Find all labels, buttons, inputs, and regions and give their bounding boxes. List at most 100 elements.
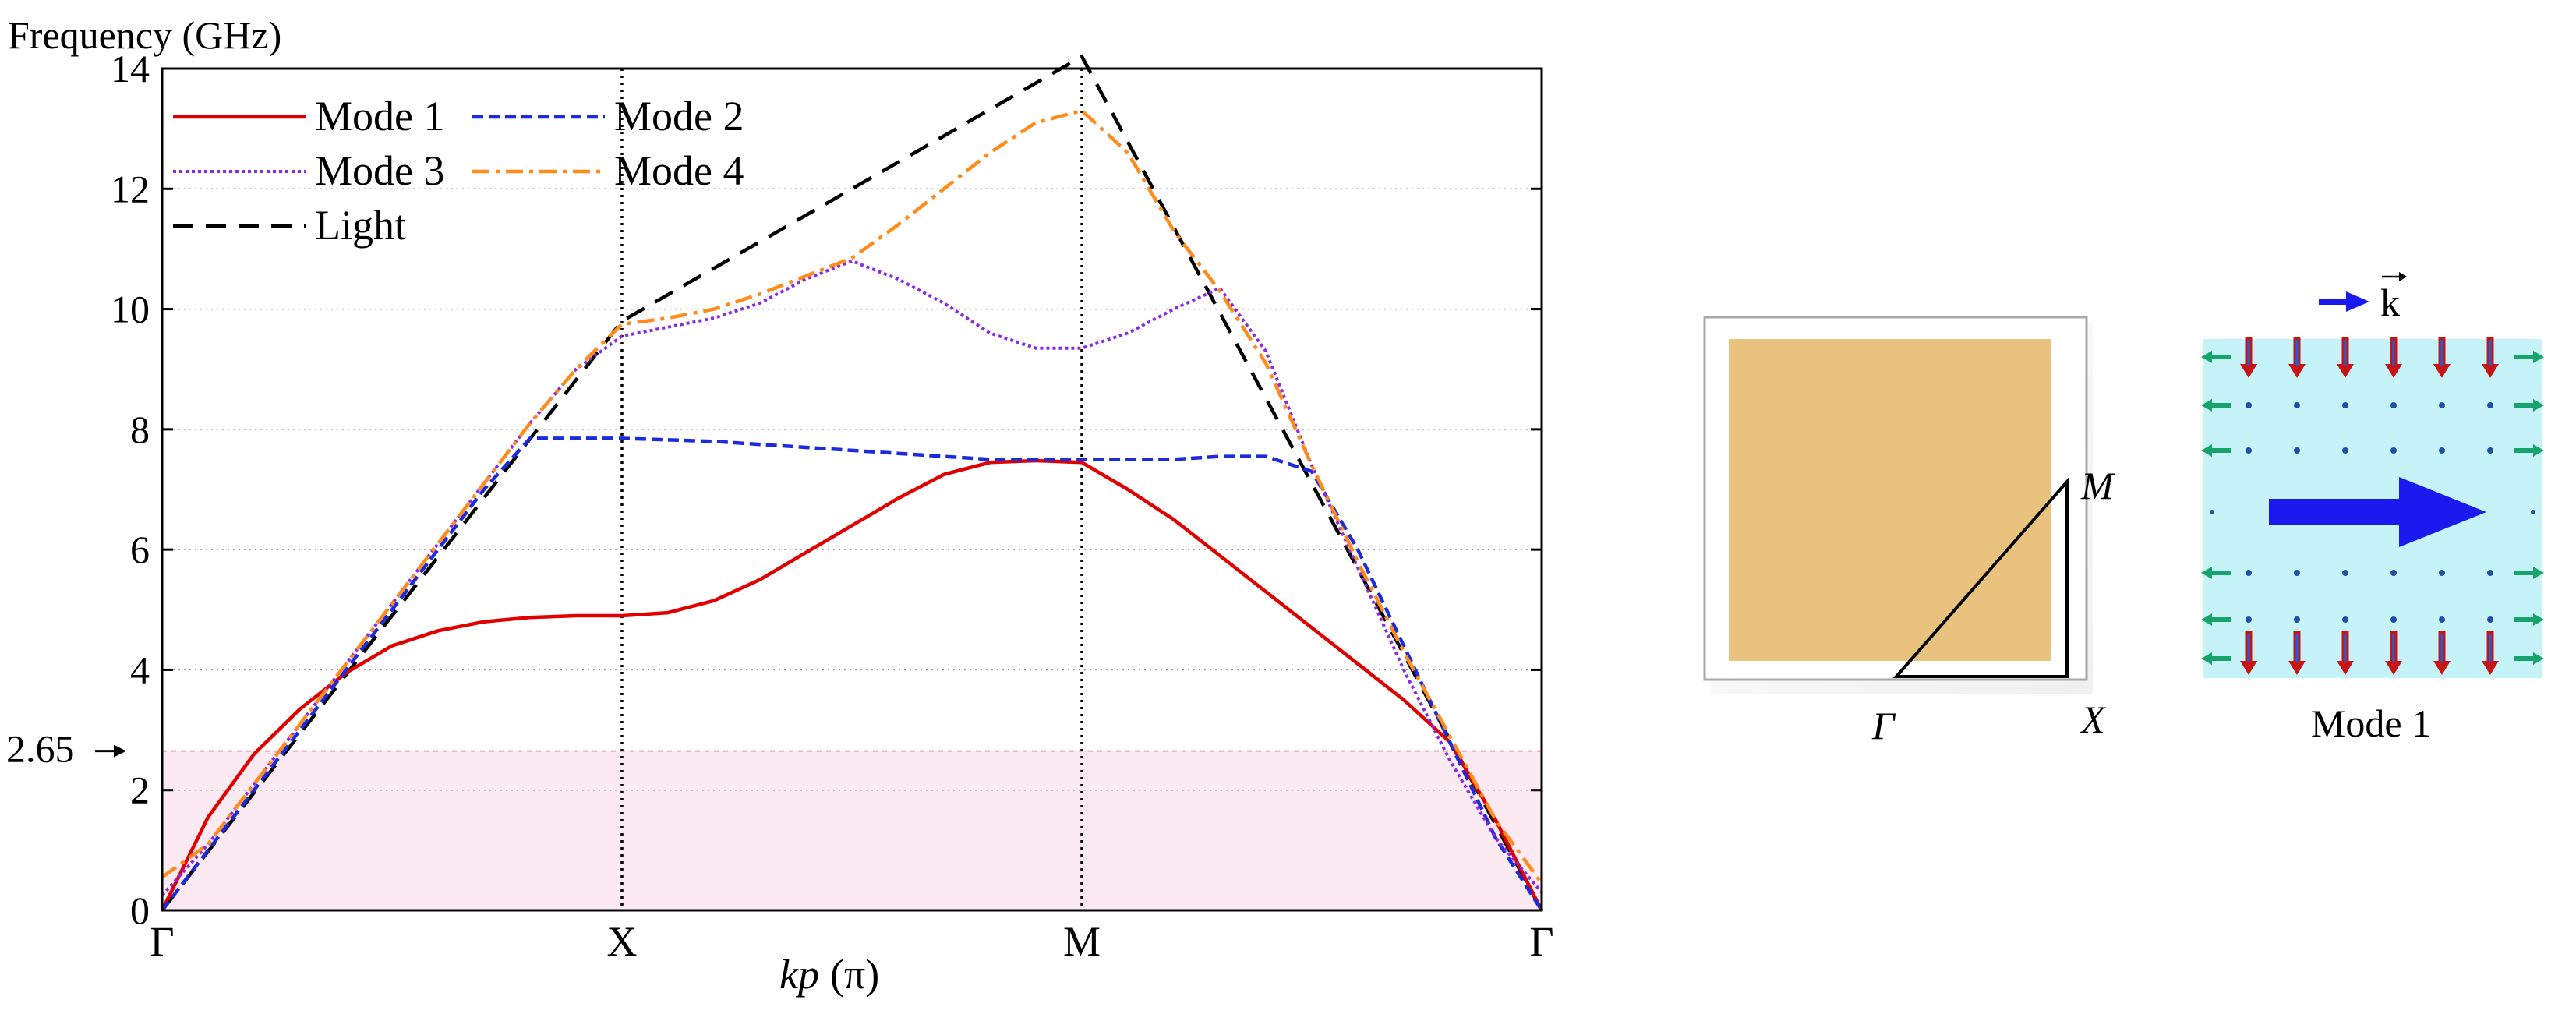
wavevector-arrow-head xyxy=(2346,291,2369,312)
y-axis-label: Frequency (GHz) xyxy=(8,13,281,57)
grid-lines xyxy=(162,188,1542,791)
big-field-arrow-body xyxy=(2269,499,2401,525)
field-dot xyxy=(2342,570,2348,576)
field-dot xyxy=(2246,616,2252,623)
field-dot xyxy=(2246,447,2252,454)
y-tick-label: 10 xyxy=(111,288,150,331)
legend-label: Mode 4 xyxy=(614,147,744,194)
field-arrow-top-head xyxy=(2385,364,2402,378)
field-arrow-bottom-head xyxy=(2337,661,2354,675)
field-arrow-top-head xyxy=(2337,364,2354,378)
field-dot xyxy=(2439,616,2445,623)
zone-label-gamma: Γ xyxy=(1871,704,1896,747)
zone-label-x: X xyxy=(2080,698,2107,741)
field-arrow-right-head xyxy=(2533,567,2544,579)
field-arrow-right-head xyxy=(2533,652,2544,665)
x-axis-label-unit: (π) xyxy=(830,951,879,998)
x-tick-label: M xyxy=(1063,918,1101,965)
x-axis-label-italic: kp xyxy=(779,951,819,998)
field-arrow-top-head xyxy=(2482,364,2499,378)
field-arrow-top-head xyxy=(2240,364,2257,378)
field-dot xyxy=(2487,447,2493,454)
field-dot xyxy=(2294,402,2300,408)
band-gap-annotation: 2.65 xyxy=(6,727,126,771)
x-tick-label: Γ xyxy=(1529,918,1553,965)
mode-caption: Mode 1 xyxy=(2311,701,2431,745)
wavevector-label: k xyxy=(2380,281,2400,324)
field-arrow-right-head xyxy=(2533,351,2544,363)
field-dot xyxy=(2342,447,2348,454)
field-arrow-left-head xyxy=(2201,444,2212,457)
field-vector-arrows xyxy=(2201,337,2544,675)
field-dot xyxy=(2487,402,2493,408)
band-gap-arrow-head xyxy=(114,744,126,758)
axes-frame xyxy=(161,67,1543,912)
field-dot xyxy=(2294,616,2300,623)
field-dot xyxy=(2439,402,2445,408)
band-gap-value-label: 2.65 xyxy=(6,727,75,771)
x-tick-label: X xyxy=(607,918,638,965)
series-layer xyxy=(160,55,1544,912)
y-tick-label: 0 xyxy=(130,889,150,932)
field-arrow-bottom-head xyxy=(2482,661,2499,675)
zone-label-m: M xyxy=(2080,464,2115,507)
y-tick-label: 4 xyxy=(130,648,150,691)
field-arrow-bottom-head xyxy=(2288,661,2306,675)
series-line-mode-1 xyxy=(160,458,1544,912)
field-dot xyxy=(2439,570,2445,576)
field-arrow-left-head xyxy=(2201,399,2212,412)
y-tick-label: 6 xyxy=(130,528,150,571)
wavevector-overarrow-head xyxy=(2399,272,2407,281)
y-tick-label: 8 xyxy=(130,408,150,451)
field-arrow-left-head xyxy=(2201,567,2212,579)
field-dot xyxy=(2246,402,2252,408)
field-arrow-left-head xyxy=(2201,652,2212,665)
field-arrow-right-head xyxy=(2533,444,2544,457)
field-dot xyxy=(2439,447,2445,454)
series-line-light xyxy=(161,55,1543,912)
band-diagram: 0 2 4 6 8 10 12 14 Γ X M Γ Frequency (GHz) kp (π) 2… xyxy=(6,13,1554,998)
y-tick-label: 2 xyxy=(130,768,150,812)
field-dot xyxy=(2390,570,2397,576)
field-dot xyxy=(2342,616,2348,623)
field-arrow-right-head xyxy=(2533,399,2544,412)
series-line-mode-2 xyxy=(161,436,1543,912)
field-dot xyxy=(2390,402,2397,408)
x-tick-label: Γ xyxy=(150,918,174,965)
y-tick-label: 12 xyxy=(111,167,150,210)
y-ticks: 0 2 4 6 8 10 12 14 xyxy=(111,47,1542,932)
field-dot xyxy=(2487,616,2493,623)
big-field-arrow-head xyxy=(2399,477,2486,547)
field-dot xyxy=(2487,570,2493,576)
field-dot xyxy=(2210,510,2214,514)
field-dot xyxy=(2294,570,2300,576)
field-dot xyxy=(2390,616,2397,623)
field-arrow-left-head xyxy=(2201,613,2212,626)
field-arrow-bottom-head xyxy=(2433,661,2451,675)
series-line-mode-4 xyxy=(161,108,1543,885)
legend-label: Light xyxy=(315,202,406,249)
legend-label: Mode 2 xyxy=(614,93,744,140)
field-arrow-top-head xyxy=(2433,364,2451,378)
field-arrow-right-head xyxy=(2533,613,2544,626)
y-tick-label: 14 xyxy=(111,47,150,90)
symmetry-lines xyxy=(620,69,1083,910)
big-field-arrow xyxy=(2269,477,2486,547)
wavevector-indicator: k xyxy=(2319,272,2407,324)
field-dot xyxy=(2246,570,2252,576)
legend-label: Mode 1 xyxy=(315,93,444,140)
field-dot xyxy=(2294,447,2300,454)
field-arrow-bottom-head xyxy=(2385,661,2402,675)
legend-label: Mode 3 xyxy=(315,147,444,194)
field-dot xyxy=(2531,510,2535,514)
field-arrow-left-head xyxy=(2201,351,2212,363)
field-arrow-bottom-head xyxy=(2240,661,2257,675)
legend: Mode 1 Mode 2 Mode 3 Mode 4 Light xyxy=(173,93,744,249)
field-arrow-top-head xyxy=(2288,364,2306,378)
brillouin-zone-diagram: M Γ X xyxy=(1703,316,2115,747)
band-gap-shading xyxy=(162,751,1542,910)
field-dot xyxy=(2342,402,2348,408)
unit-cell-patch xyxy=(1729,339,2051,661)
